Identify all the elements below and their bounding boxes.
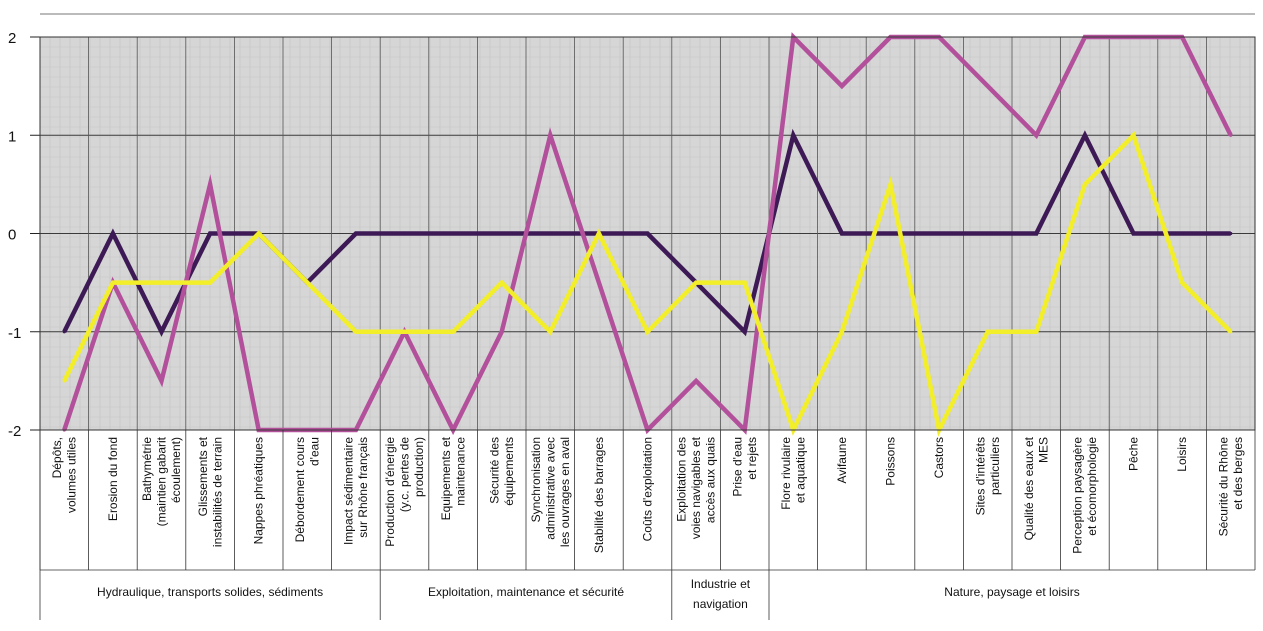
- category-label: Prise d'eauet rejets: [730, 437, 759, 497]
- data-point: [1180, 231, 1184, 236]
- data-point: [208, 182, 212, 186]
- category-label: Avifaune: [835, 437, 849, 484]
- category-label: Nappes phréatiques: [252, 437, 266, 544]
- category-label: Pêche: [1127, 437, 1141, 471]
- data-point: [208, 231, 212, 236]
- data-point: [548, 330, 552, 334]
- data-point: [548, 231, 552, 236]
- category-label: Perception paysagèreet écomorphologie: [1071, 437, 1100, 554]
- data-point: [159, 330, 164, 334]
- data-point: [1229, 330, 1233, 334]
- data-point: [645, 330, 650, 334]
- y-tick-label: -2: [8, 423, 21, 440]
- data-point: [1131, 231, 1136, 236]
- category-label: Synchronisationadministrative avecles ou…: [529, 437, 572, 547]
- y-tick-label: 1: [8, 128, 16, 145]
- data-point: [159, 281, 164, 285]
- category-label: Qualité des eaux etMES: [1022, 436, 1051, 540]
- data-point: [1083, 133, 1087, 137]
- data-point: [1131, 133, 1136, 137]
- data-point: [743, 281, 747, 285]
- data-point: [1083, 182, 1087, 186]
- y-tick-label: 0: [8, 227, 16, 244]
- axes: 2 1 0 -1 -2: [8, 13, 1256, 620]
- data-point: [257, 231, 261, 236]
- data-point: [354, 330, 358, 334]
- data-point: [1229, 231, 1233, 236]
- data-point: [62, 379, 66, 383]
- group-label: Nature, paysage et loisirs: [944, 585, 1079, 599]
- y-tick-label: -1: [8, 325, 21, 342]
- data-point: [62, 330, 66, 334]
- data-point: [743, 330, 747, 334]
- data-point: [986, 84, 990, 88]
- y-tick-label: 2: [8, 30, 16, 47]
- category-labels: Dépôts,volumes utiles Erosion du fond Bath…: [50, 436, 1245, 553]
- data-point: [402, 330, 407, 334]
- category-label: Débordement coursd'eau: [293, 437, 322, 542]
- data-point: [888, 182, 893, 186]
- data-point: [111, 231, 115, 236]
- category-label: Coûts d'exploitation: [641, 437, 655, 541]
- group-label: Exploitation, maintenance et sécurité: [428, 585, 624, 599]
- data-point: [1034, 330, 1038, 334]
- data-point: [986, 330, 990, 334]
- data-point: [597, 281, 601, 285]
- category-label: Erosion du fond: [106, 437, 120, 521]
- data-point: [840, 231, 844, 236]
- category-label: Exploitation desvoies navigables etaccès…: [675, 436, 718, 539]
- category-label: Stabilité des barrages: [592, 437, 606, 553]
- data-point: [208, 281, 212, 285]
- group-label: Industrie et navigation: [691, 577, 751, 611]
- category-label: Sécurité deséquipements: [487, 437, 516, 506]
- data-point: [500, 330, 504, 334]
- data-point: [937, 231, 941, 236]
- data-point: [1034, 133, 1038, 137]
- data-point: [840, 84, 844, 88]
- group-labels: Hydraulique, transports solides, sédimen…: [97, 577, 1080, 611]
- data-point: [354, 231, 358, 236]
- data-point: [159, 379, 164, 383]
- data-point: [645, 231, 650, 236]
- category-label: Production d'énergie(y.c. pertes deprodu…: [383, 437, 426, 547]
- data-point: [888, 231, 893, 236]
- plot-frame: [39, 36, 1256, 431]
- category-label: Poissons: [884, 437, 898, 486]
- data-point: [791, 133, 795, 137]
- category-label: Loisirs: [1175, 437, 1189, 472]
- data-point: [1180, 281, 1184, 285]
- category-label: Flore rivulaireet aquatique: [779, 437, 808, 510]
- category-label: Impact sédimentairesur Rhône français: [342, 437, 371, 545]
- category-label: Sécurité du Rhôneet des berges: [1216, 437, 1245, 537]
- data-point: [694, 281, 698, 285]
- category-label: Glissements etinstabilités de terrain: [196, 436, 225, 547]
- category-label: Sites d'intérêtsparticuliers: [973, 437, 1002, 515]
- data-point: [597, 231, 601, 236]
- category-label: Castors: [932, 437, 946, 478]
- data-point: [1034, 231, 1038, 236]
- category-label: Dépôts,volumes utiles: [50, 437, 79, 513]
- category-label: Bathymétrie(maintien gabaritécoulement): [140, 436, 183, 526]
- data-point: [402, 231, 407, 236]
- data-point: [986, 231, 990, 236]
- category-label: Equipements etmaintenance: [439, 436, 468, 520]
- data-point: [111, 281, 115, 285]
- data-point: [1229, 133, 1233, 137]
- data-point: [451, 330, 455, 334]
- data-point: [548, 133, 552, 137]
- group-label: Hydraulique, transports solides, sédimen…: [97, 585, 323, 599]
- data-point: [305, 281, 309, 285]
- data-point: [500, 281, 504, 285]
- data-point: [694, 379, 698, 383]
- data-point: [840, 330, 844, 334]
- data-point: [500, 231, 504, 236]
- data-point: [451, 231, 455, 236]
